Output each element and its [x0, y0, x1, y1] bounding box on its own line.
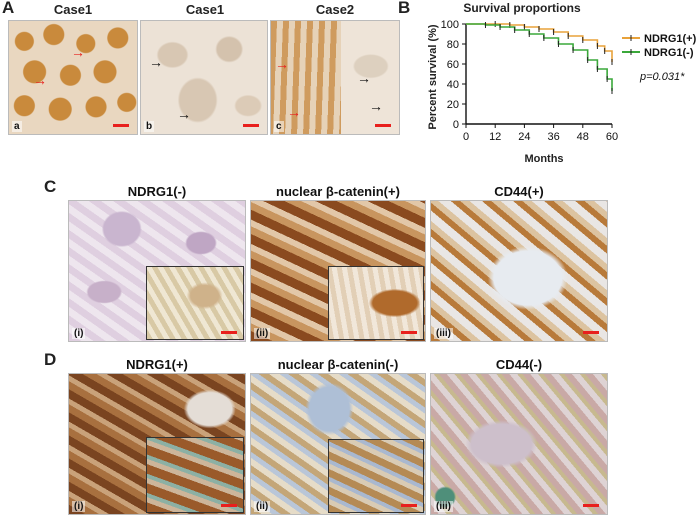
micrograph-c: → → → → c	[270, 20, 400, 135]
survival-chart: Survival proportions Percent survival (%…	[427, 1, 697, 165]
micrograph-c-iii: (iii)	[430, 200, 608, 342]
scale-bar	[401, 504, 417, 507]
red-arrow-icon: →	[275, 56, 289, 72]
scale-bar	[113, 124, 129, 127]
panel-d-title-1: NDRG1(+)	[126, 357, 188, 372]
black-arrow-icon: →	[357, 70, 371, 86]
inset-d-ii	[328, 439, 424, 513]
red-arrow-icon: →	[287, 104, 301, 120]
x-tick-label: 48	[577, 131, 589, 143]
micrograph-d-ii: (ii)	[250, 373, 426, 515]
scale-bar	[221, 331, 237, 334]
sub-label-d-ii: (ii)	[254, 501, 271, 512]
micrograph-c-ii: (ii)	[250, 200, 426, 342]
y-tick-label: 60	[447, 59, 459, 71]
panel-c-letter: C	[44, 177, 57, 196]
p-value-annotation: p=0.031*	[639, 71, 685, 83]
panel-d-title-3: CD44(-)	[495, 357, 543, 372]
red-arrow-icon: →	[33, 72, 47, 88]
sub-label-d-iii: (iii)	[434, 501, 453, 512]
y-tick-label: 80	[447, 39, 459, 51]
scale-bar	[583, 331, 599, 334]
micrograph-d-iii: (iii)	[430, 373, 608, 515]
sub-label-c-ii: (ii)	[254, 328, 271, 339]
sub-label-a: a	[12, 121, 22, 132]
y-axis-label: Percent survival (%)	[427, 24, 439, 129]
x-tick-label: 12	[489, 131, 501, 143]
x-tick-label: 36	[547, 131, 559, 143]
chart-title: Survival proportions	[463, 1, 581, 15]
micrograph-a: → → a	[8, 20, 138, 135]
panel-c-title-1: NDRG1(-)	[127, 184, 187, 199]
x-tick-label: 0	[463, 131, 469, 143]
y-tick-label: 40	[447, 79, 459, 91]
y-tick-label: 20	[447, 99, 459, 111]
scale-bar	[243, 124, 259, 127]
panel-a-title-3: Case2	[315, 2, 355, 17]
scale-bar	[221, 504, 237, 507]
micrograph-d-i: (i)	[68, 373, 246, 515]
scale-bar	[401, 331, 417, 334]
y-tick-label: 0	[453, 119, 459, 131]
survival-curve-2	[466, 23, 613, 91]
micrograph-b: → → b	[140, 20, 268, 135]
panel-a-title-2: Case1	[185, 2, 225, 17]
inset-c-i	[146, 266, 244, 340]
panel-d-title-2: nuclear β-catenin(-)	[277, 357, 399, 372]
sub-label-c: c	[274, 121, 284, 132]
panel-b-letter: B	[398, 0, 411, 17]
x-axis-label: Months	[524, 153, 563, 165]
sub-label-c-i: (i)	[72, 328, 86, 339]
panel-a-letter: A	[2, 0, 15, 17]
sub-label-b: b	[144, 121, 155, 132]
panel-c-title-3: CD44(+)	[494, 184, 544, 199]
panel-c-title-2: nuclear β-catenin(+)	[276, 184, 400, 199]
legend-label-2: NDRG1(-)	[644, 47, 694, 59]
black-arrow-icon: →	[149, 54, 163, 70]
inset-d-i	[146, 437, 244, 513]
panel-d-letter: D	[44, 350, 57, 369]
survival-curve-1	[466, 23, 613, 62]
x-tick-label: 24	[518, 131, 530, 143]
sub-label-d-i: (i)	[72, 501, 86, 512]
scale-bar	[583, 504, 599, 507]
panel-a-title-1: Case1	[53, 2, 93, 17]
inset-c-ii	[328, 266, 424, 340]
black-arrow-icon: →	[177, 106, 191, 122]
scale-bar	[375, 124, 391, 127]
y-tick-label: 100	[441, 19, 459, 31]
x-tick-label: 60	[606, 131, 618, 143]
micrograph-c-i: (i)	[68, 200, 246, 342]
black-arrow-icon: →	[369, 98, 383, 114]
legend-label-1: NDRG1(+)	[644, 33, 697, 45]
red-arrow-icon: →	[71, 44, 85, 60]
sub-label-c-iii: (iii)	[434, 328, 453, 339]
